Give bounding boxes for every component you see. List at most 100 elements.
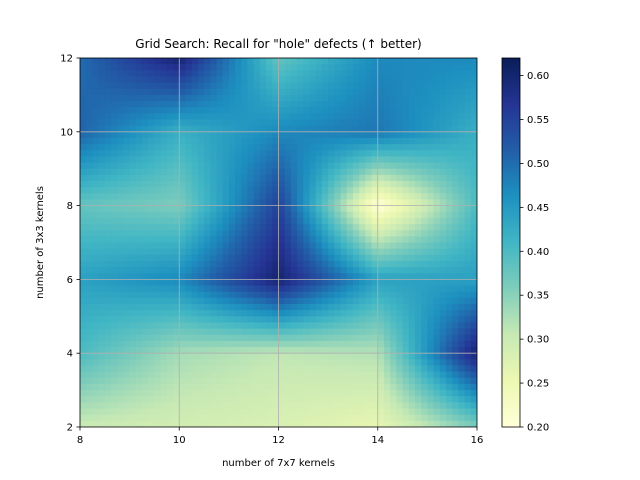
heat-cell: [303, 322, 311, 330]
heat-cell: [228, 94, 236, 102]
heat-cell: [104, 248, 112, 256]
heat-cell: [321, 414, 329, 422]
heat-cell: [309, 371, 317, 379]
heat-cell: [80, 285, 87, 293]
heat-cell: [390, 82, 397, 90]
heat-cell: [290, 371, 298, 379]
heat-cell: [352, 242, 360, 250]
heat-cell: [334, 260, 342, 268]
heat-cell: [185, 408, 193, 416]
heat-cell: [346, 64, 354, 71]
heat-cell: [408, 248, 416, 256]
heat-cell: [452, 119, 459, 127]
heat-cell: [142, 414, 149, 422]
heat-cell: [402, 291, 410, 299]
heat-cell: [464, 76, 472, 84]
heat-cell: [259, 113, 267, 121]
heat-cell: [204, 340, 211, 348]
heat-cell: [297, 279, 304, 287]
heat-cell: [297, 291, 304, 299]
heat-cell: [315, 94, 323, 102]
heat-cell: [464, 420, 472, 427]
heat-cell: [216, 94, 224, 102]
heat-cell: [104, 230, 112, 237]
heat-cell: [309, 260, 317, 268]
heat-cell: [297, 131, 304, 139]
heat-cell: [154, 254, 162, 262]
heat-cell: [216, 174, 224, 182]
heat-cell: [352, 267, 360, 274]
heat-cell: [290, 353, 298, 360]
heat-cell: [377, 107, 385, 114]
heat-cell: [111, 414, 118, 422]
heat-cell: [470, 383, 477, 391]
heat-cell: [111, 396, 118, 403]
heat-cell: [185, 64, 193, 71]
heat-cell: [371, 94, 379, 102]
heat-cell: [111, 137, 118, 145]
heat-cell: [148, 365, 156, 373]
heat-cell: [259, 254, 267, 262]
heat-cell: [414, 119, 422, 127]
heat-cell: [439, 390, 447, 397]
heat-cell: [92, 156, 100, 164]
heat-cell: [334, 408, 342, 416]
heat-cell: [340, 174, 348, 182]
heat-cell: [185, 396, 193, 403]
heat-cell: [315, 144, 323, 151]
heat-cell: [197, 211, 205, 219]
heat-cell: [297, 248, 304, 256]
heat-cell: [278, 156, 286, 164]
heat-cell: [166, 365, 174, 373]
heat-cell: [433, 76, 441, 84]
heat-cell: [383, 107, 391, 114]
heat-cell: [408, 125, 416, 133]
heat-cell: [402, 181, 410, 188]
heat-cell: [80, 383, 87, 391]
heat-cell: [359, 156, 366, 164]
heat-cell: [365, 377, 373, 385]
heat-cell: [117, 224, 125, 231]
heat-cell: [241, 168, 249, 176]
heat-cell: [160, 162, 168, 170]
heat-cell: [284, 347, 292, 354]
heat-cell: [142, 408, 149, 416]
heat-cell: [259, 260, 267, 268]
heat-cell: [390, 390, 397, 397]
heat-cell: [377, 137, 385, 145]
heat-cell: [328, 414, 335, 422]
heat-cell: [371, 119, 379, 127]
heat-cell: [197, 248, 205, 256]
heat-cell: [235, 304, 242, 311]
heat-cell: [173, 131, 180, 139]
heat-cell: [235, 193, 242, 201]
heat-cell: [452, 285, 459, 293]
heat-cell: [247, 359, 255, 367]
heat-cell: [117, 187, 125, 194]
heat-cell: [104, 310, 112, 317]
heat-cell: [117, 347, 125, 354]
heat-cell: [346, 383, 354, 391]
heat-cell: [228, 353, 236, 360]
heat-cell: [315, 137, 323, 145]
heat-cell: [204, 150, 211, 157]
heat-cell: [173, 162, 180, 170]
heat-cell: [278, 383, 286, 391]
heat-cell: [445, 340, 453, 348]
heat-cell: [266, 125, 273, 133]
heat-cell: [340, 254, 348, 262]
heat-cell: [204, 107, 211, 114]
heat-cell: [340, 310, 348, 317]
heat-cell: [452, 70, 459, 78]
heat-cell: [247, 101, 255, 108]
heat-cell: [383, 347, 391, 354]
heat-cell: [247, 113, 255, 121]
heat-cell: [80, 273, 87, 280]
heat-cell: [191, 273, 199, 280]
heat-cell: [216, 322, 224, 330]
heat-cell: [315, 377, 323, 385]
heat-cell: [371, 88, 379, 96]
heat-cell: [359, 316, 366, 324]
heat-cell: [414, 156, 422, 164]
heat-cell: [135, 181, 143, 188]
